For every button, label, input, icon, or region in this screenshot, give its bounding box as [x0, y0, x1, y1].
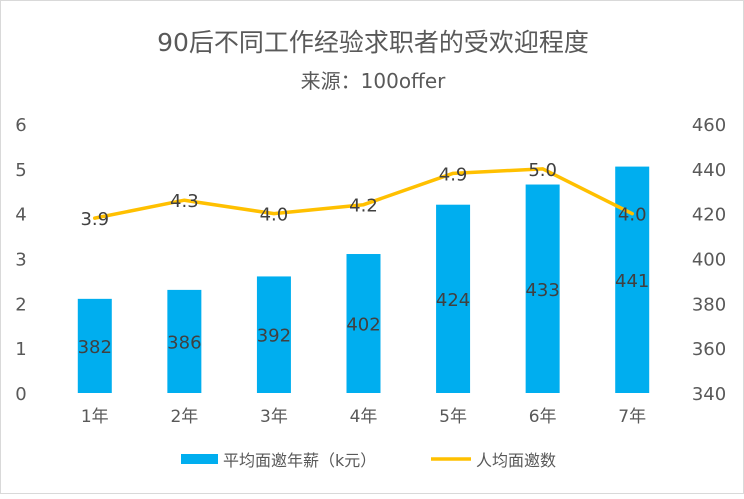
- bar-value-label: 441: [615, 271, 649, 292]
- bar-value-label: 386: [167, 332, 201, 353]
- line-value-label: 4.2: [349, 196, 378, 217]
- left-axis-tick-label: 1: [15, 339, 26, 360]
- line-point: [451, 171, 455, 175]
- bar-value-label: 392: [257, 326, 291, 347]
- line-point: [272, 212, 276, 216]
- bar-data-labels: 382 386 392 402 424 433 441: [78, 271, 650, 358]
- legend-bar-label: 平均面邀年薪（k元）: [223, 451, 376, 470]
- line-value-label: 4.9: [439, 164, 468, 185]
- line-point: [182, 198, 186, 202]
- right-axis-tick-label: 440: [692, 160, 726, 181]
- right-axis-tick-label: 340: [692, 384, 726, 405]
- bar-5: [436, 204, 471, 393]
- bar-value-label: 433: [525, 280, 559, 301]
- left-axis-tick-label: 6: [15, 115, 26, 136]
- line-point: [93, 216, 97, 220]
- bar-6: [525, 184, 560, 393]
- left-axis: 0 1 2 3 4 5 6: [15, 115, 26, 405]
- legend-line-label: 人均面邀数: [476, 451, 556, 470]
- right-axis-tick-label: 380: [692, 294, 726, 315]
- bar-series: [77, 166, 650, 393]
- right-axis-tick-label: 460: [692, 115, 726, 136]
- line-value-label: 4.3: [170, 191, 199, 212]
- x-axis-tick-label: 5年: [439, 407, 467, 427]
- chart-title: 90后不同工作经验求职者的受欢迎程度: [157, 28, 589, 57]
- left-axis-tick-label: 5: [15, 160, 26, 181]
- x-axis-tick-label: 6年: [529, 407, 557, 427]
- bar-2: [167, 289, 202, 393]
- line-value-label: 4.0: [260, 205, 289, 226]
- x-axis-tick-label: 2年: [170, 407, 198, 427]
- bar-7: [615, 166, 650, 393]
- left-axis-tick-label: 4: [15, 205, 26, 226]
- left-axis-tick-label: 2: [15, 294, 26, 315]
- x-axis: 1年 2年 3年 4年 5年 6年 7年: [81, 407, 646, 427]
- right-axis-tick-label: 400: [692, 250, 726, 271]
- line-data-labels: 3.9 4.3 4.0 4.2 4.9 5.0 4.0: [80, 160, 646, 230]
- bar-3: [256, 276, 291, 393]
- line-value-label: 4.0: [618, 205, 647, 226]
- bar-1: [77, 298, 112, 393]
- legend: 平均面邀年薪（k元） 人均面邀数: [181, 451, 556, 470]
- legend-bar-swatch: [181, 454, 218, 464]
- x-axis-tick-label: 1年: [81, 407, 109, 427]
- right-axis-tick-label: 360: [692, 339, 726, 360]
- left-axis-tick-label: 3: [15, 250, 26, 271]
- line-value-label: 3.9: [80, 209, 109, 230]
- chart-subtitle: 来源：100offer: [301, 69, 446, 93]
- line-point: [362, 203, 365, 207]
- bar-value-label: 424: [436, 290, 470, 311]
- bar-value-label: 382: [78, 337, 112, 358]
- line-point: [630, 212, 634, 216]
- line-point: [541, 167, 545, 171]
- line-value-label: 5.0: [528, 160, 557, 181]
- left-axis-tick-label: 0: [15, 384, 26, 405]
- x-axis-tick-label: 3年: [260, 407, 288, 427]
- line-series: [93, 167, 634, 220]
- bar-4: [346, 254, 381, 393]
- right-axis: 340 360 380 400 420 440 460: [692, 115, 726, 405]
- right-axis-tick-label: 420: [692, 205, 726, 226]
- bar-value-label: 402: [346, 315, 380, 336]
- x-axis-tick-label: 4年: [350, 407, 378, 427]
- x-axis-tick-label: 7年: [618, 407, 646, 427]
